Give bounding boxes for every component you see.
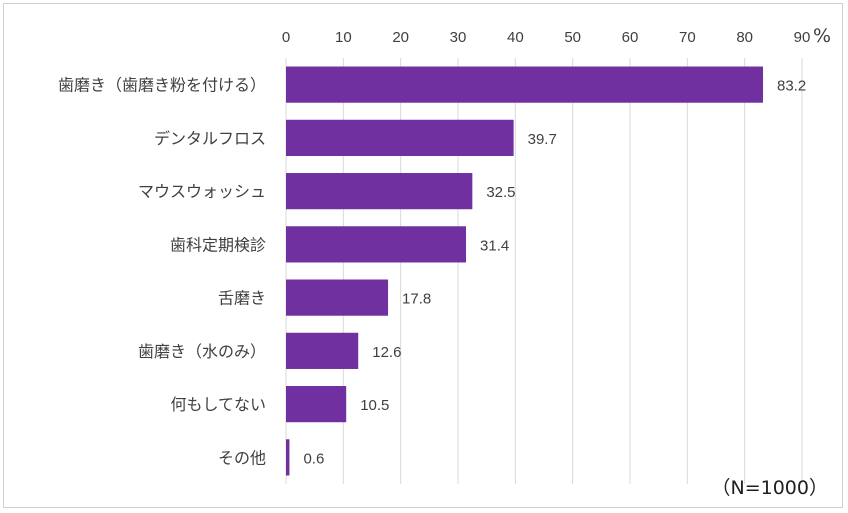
x-axis-ticks: 0 10 20 30 40 50 60 70 80 90 <box>282 29 811 46</box>
bar <box>286 439 290 476</box>
x-tick-label: 30 <box>450 29 467 46</box>
bar <box>286 66 764 103</box>
data-label: 83.2 <box>777 78 806 95</box>
data-label: 31.4 <box>480 237 509 254</box>
x-tick-label: 20 <box>392 29 409 46</box>
x-tick-label: 50 <box>564 29 581 46</box>
data-label: 17.8 <box>402 291 431 308</box>
category-label: その他 <box>218 448 266 467</box>
data-label: 39.7 <box>528 131 557 148</box>
category-label: 歯科定期検診 <box>170 235 266 254</box>
data-label: 12.6 <box>372 344 401 361</box>
x-tick-label: 90 <box>794 29 811 46</box>
x-tick-label: 70 <box>679 29 696 46</box>
sample-size-note: （N=1000） <box>712 477 829 499</box>
bar <box>286 332 359 369</box>
x-tick-label: 40 <box>507 29 524 46</box>
x-tick-label: 60 <box>622 29 639 46</box>
x-tick-label: 0 <box>282 29 290 46</box>
value-labels: 83.2 39.7 32.5 31.4 17.8 12.6 10.5 0.6 <box>303 78 806 468</box>
category-label: 何もしてない <box>170 395 266 414</box>
data-label: 32.5 <box>486 184 515 201</box>
bar <box>286 173 473 210</box>
bar <box>286 226 467 263</box>
bars <box>286 66 764 476</box>
category-label: マウスウォッシュ <box>138 182 266 201</box>
x-axis-unit-label: % <box>813 25 831 47</box>
category-label: デンタルフロス <box>154 129 266 148</box>
bar <box>286 386 347 423</box>
data-label: 10.5 <box>360 397 389 414</box>
category-labels: 歯磨き（歯磨き粉を付ける） デンタルフロスマウスウォッシュ歯科定期検診舌磨き歯磨き… <box>58 76 266 468</box>
x-tick-label: 80 <box>736 29 753 46</box>
category-label: 歯磨き（水のみ） <box>138 342 266 361</box>
bar <box>286 279 389 316</box>
category-label: 歯磨き（歯磨き粉を付ける） <box>58 76 266 95</box>
x-tick-label: 10 <box>335 29 352 46</box>
bar <box>286 119 514 156</box>
data-label: 0.6 <box>303 450 324 467</box>
category-label: 舌磨き <box>218 289 266 308</box>
